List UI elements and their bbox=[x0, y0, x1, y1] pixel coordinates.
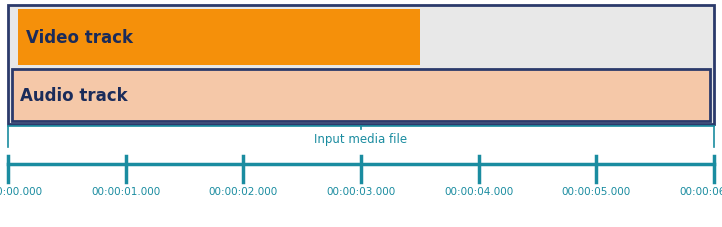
Text: 00:00:06.000: 00:00:06.000 bbox=[679, 186, 722, 196]
Text: 00:00:01.000: 00:00:01.000 bbox=[91, 186, 160, 196]
Text: Video track: Video track bbox=[26, 29, 133, 47]
Text: 00:00:04.000: 00:00:04.000 bbox=[444, 186, 513, 196]
Text: Input media file: Input media file bbox=[315, 133, 407, 146]
Text: 00:00:02.000: 00:00:02.000 bbox=[209, 186, 278, 196]
FancyBboxPatch shape bbox=[12, 70, 710, 121]
FancyBboxPatch shape bbox=[8, 6, 714, 124]
FancyBboxPatch shape bbox=[18, 10, 419, 66]
Text: 00:00:05.000: 00:00:05.000 bbox=[562, 186, 631, 196]
Text: Audio track: Audio track bbox=[20, 87, 128, 105]
Text: 00:00:03.000: 00:00:03.000 bbox=[326, 186, 396, 196]
Text: 00:00:00.000: 00:00:00.000 bbox=[0, 186, 43, 196]
